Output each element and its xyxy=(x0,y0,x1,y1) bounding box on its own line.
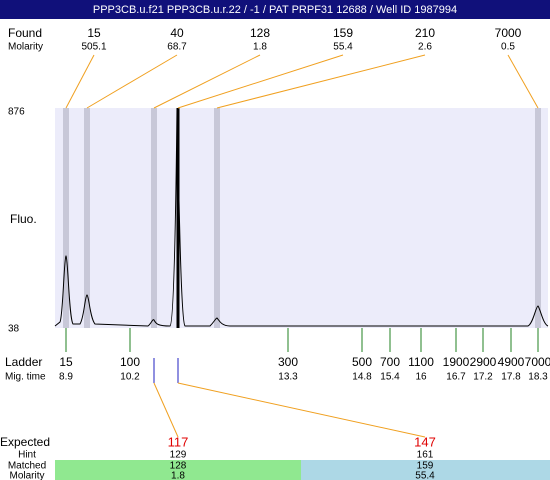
peak-bands xyxy=(63,108,541,328)
found-size: 128 xyxy=(250,26,270,40)
found-size: 15 xyxy=(87,26,101,40)
matched-bar xyxy=(301,460,550,480)
expected-molarity-label: Molarity xyxy=(9,471,44,480)
ladder-time: 8.9 xyxy=(59,372,73,383)
found-molarity: 2.6 xyxy=(418,42,432,53)
matched-size: 128 xyxy=(170,461,187,472)
ladder-size: 500 xyxy=(352,355,372,369)
matched-size: 159 xyxy=(417,461,434,472)
matched-molarity: 1.8 xyxy=(171,471,185,480)
found-size: 7000 xyxy=(495,26,522,40)
y-axis-label: Fluo. xyxy=(10,212,37,226)
ladder-time: 14.8 xyxy=(352,372,372,383)
ladder-time: 18.3 xyxy=(528,372,548,383)
band xyxy=(63,108,69,328)
found-size: 40 xyxy=(170,26,184,40)
mig-time-label: Mig. time xyxy=(5,372,46,383)
found-connector xyxy=(507,54,539,109)
found-connector xyxy=(86,54,178,109)
found-size: 210 xyxy=(415,26,435,40)
ladder-time: 15.4 xyxy=(380,372,400,383)
found-molarity: 55.4 xyxy=(333,42,353,53)
plot-area xyxy=(55,108,548,328)
found-size: 159 xyxy=(333,26,353,40)
found-molarity: 505.1 xyxy=(81,42,106,53)
title-bar xyxy=(0,0,550,19)
ladder-label: Ladder xyxy=(5,355,42,369)
connector xyxy=(177,382,426,438)
band xyxy=(535,108,541,328)
band xyxy=(84,108,90,328)
ladder-time: 17.2 xyxy=(473,372,493,383)
matched-bar xyxy=(55,460,301,480)
ladder-time: 16 xyxy=(415,372,427,383)
ladder-size: 1100 xyxy=(408,355,434,369)
found-molarity: 1.8 xyxy=(253,42,267,53)
trace xyxy=(54,107,549,327)
band xyxy=(151,108,157,328)
expected-markers xyxy=(153,358,179,383)
found-connector xyxy=(177,54,344,109)
molarity-label: Molarity xyxy=(8,42,43,53)
ladder-time: 16.7 xyxy=(446,372,466,383)
ladder-time: 10.2 xyxy=(120,372,140,383)
connector xyxy=(153,382,179,438)
band xyxy=(214,108,220,328)
found-connector xyxy=(216,54,426,109)
hint-size: 129 xyxy=(170,450,187,461)
ladder-size: 7000 xyxy=(525,355,550,369)
found-molarity: 68.7 xyxy=(167,42,187,53)
found-molarity: 0.5 xyxy=(501,42,515,53)
expected-size: 117 xyxy=(168,434,189,449)
found-connector xyxy=(153,54,261,109)
expected-connectors xyxy=(153,382,426,438)
expected-label: Expected xyxy=(0,435,50,449)
ladder-size: 700 xyxy=(380,355,400,369)
ladder-time: 17.8 xyxy=(501,372,521,383)
hint-size: 161 xyxy=(417,450,434,461)
matched-label: Matched xyxy=(8,461,46,472)
expected-size: 147 xyxy=(414,434,436,449)
y-min: 38 xyxy=(8,324,20,335)
ladder-size: 15 xyxy=(59,355,73,369)
ladder-time: 13.3 xyxy=(278,372,298,383)
matched-molarity: 55.4 xyxy=(415,471,435,480)
title: PPP3CB.u.f21 PPP3CB.u.r.22 / -1 / PAT PR… xyxy=(93,4,457,16)
hint-label: Hint xyxy=(18,450,36,461)
ladder-size: 4900 xyxy=(498,355,525,369)
ladder-size: 100 xyxy=(120,355,140,369)
found-label: Found xyxy=(8,26,42,40)
ladder-size: 2900 xyxy=(470,355,497,369)
ladder-size: 300 xyxy=(278,355,298,369)
ladder-size: 1900 xyxy=(443,355,470,369)
found-connector xyxy=(65,54,95,109)
band xyxy=(176,108,180,328)
y-max: 876 xyxy=(8,107,25,118)
